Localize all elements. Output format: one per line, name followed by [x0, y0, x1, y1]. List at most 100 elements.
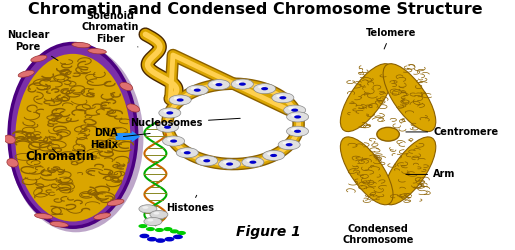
- Text: Chromatin: Chromatin: [25, 149, 94, 162]
- Ellipse shape: [18, 70, 35, 77]
- Circle shape: [163, 227, 173, 231]
- Circle shape: [140, 234, 149, 238]
- Circle shape: [143, 206, 148, 209]
- Ellipse shape: [9, 44, 136, 227]
- Ellipse shape: [340, 64, 393, 132]
- Circle shape: [270, 154, 277, 157]
- Circle shape: [150, 210, 168, 219]
- FancyArrowPatch shape: [116, 131, 140, 142]
- Circle shape: [284, 105, 306, 115]
- Circle shape: [239, 82, 246, 86]
- Circle shape: [174, 97, 181, 100]
- Ellipse shape: [94, 213, 110, 220]
- Text: Arm: Arm: [406, 170, 455, 179]
- Circle shape: [163, 136, 184, 146]
- Circle shape: [177, 231, 186, 235]
- Circle shape: [212, 82, 219, 85]
- Ellipse shape: [50, 222, 68, 227]
- Circle shape: [283, 142, 289, 145]
- Circle shape: [155, 228, 164, 232]
- Circle shape: [223, 161, 230, 164]
- Circle shape: [291, 128, 298, 131]
- Circle shape: [226, 162, 233, 166]
- Circle shape: [147, 237, 157, 242]
- Circle shape: [286, 126, 308, 136]
- Circle shape: [272, 93, 294, 103]
- Circle shape: [263, 150, 285, 160]
- Ellipse shape: [340, 137, 393, 205]
- Text: Nucleosomes: Nucleosomes: [131, 118, 240, 128]
- Circle shape: [176, 148, 198, 158]
- Circle shape: [249, 160, 256, 164]
- Circle shape: [253, 84, 276, 94]
- Circle shape: [287, 112, 308, 122]
- Circle shape: [184, 151, 191, 154]
- Circle shape: [279, 96, 286, 99]
- Text: Centromere: Centromere: [406, 127, 498, 137]
- Ellipse shape: [35, 213, 53, 219]
- Circle shape: [261, 87, 268, 90]
- Circle shape: [173, 234, 183, 239]
- Circle shape: [146, 227, 155, 231]
- Circle shape: [218, 159, 241, 169]
- Ellipse shape: [7, 158, 18, 167]
- Circle shape: [163, 110, 170, 113]
- Circle shape: [170, 229, 179, 234]
- Circle shape: [147, 219, 153, 222]
- Circle shape: [200, 158, 207, 161]
- Circle shape: [236, 81, 243, 84]
- Text: Figure 1: Figure 1: [236, 225, 300, 239]
- Text: Solenoid
Chromatin
Fiber: Solenoid Chromatin Fiber: [82, 11, 139, 47]
- Circle shape: [169, 95, 191, 105]
- Circle shape: [170, 140, 177, 143]
- Circle shape: [203, 159, 210, 162]
- Ellipse shape: [107, 199, 124, 206]
- Ellipse shape: [383, 137, 436, 205]
- Circle shape: [231, 79, 253, 89]
- Circle shape: [164, 126, 171, 129]
- Circle shape: [166, 111, 174, 114]
- Circle shape: [191, 87, 198, 90]
- Text: Histones: Histones: [166, 195, 214, 213]
- Circle shape: [286, 143, 293, 146]
- Ellipse shape: [120, 82, 132, 90]
- Circle shape: [196, 156, 218, 166]
- Circle shape: [164, 237, 175, 242]
- Circle shape: [294, 115, 301, 118]
- Ellipse shape: [72, 42, 91, 48]
- Ellipse shape: [31, 55, 47, 62]
- Circle shape: [194, 88, 201, 92]
- Text: Nuclear
Pore: Nuclear Pore: [7, 30, 58, 60]
- Circle shape: [153, 212, 160, 214]
- Circle shape: [167, 138, 174, 141]
- Ellipse shape: [8, 44, 143, 232]
- Circle shape: [177, 98, 184, 102]
- Circle shape: [186, 85, 208, 95]
- Ellipse shape: [127, 104, 140, 112]
- Circle shape: [291, 108, 298, 112]
- Ellipse shape: [377, 127, 399, 141]
- Circle shape: [181, 150, 188, 153]
- Circle shape: [294, 130, 301, 133]
- Circle shape: [278, 140, 300, 150]
- Circle shape: [277, 94, 283, 98]
- Circle shape: [258, 86, 265, 89]
- Ellipse shape: [15, 54, 130, 222]
- Text: Telomere: Telomere: [366, 28, 416, 49]
- Circle shape: [291, 114, 298, 117]
- Text: Condensed
Chromosome: Condensed Chromosome: [342, 224, 414, 246]
- Ellipse shape: [88, 48, 107, 54]
- Circle shape: [161, 124, 168, 127]
- Circle shape: [139, 205, 157, 213]
- Circle shape: [208, 80, 230, 90]
- Circle shape: [144, 217, 162, 226]
- Circle shape: [215, 83, 222, 86]
- Text: DNA
Helix: DNA Helix: [90, 128, 150, 150]
- Circle shape: [139, 224, 147, 228]
- Ellipse shape: [4, 135, 15, 144]
- Circle shape: [288, 107, 295, 110]
- Circle shape: [242, 157, 264, 167]
- Circle shape: [267, 152, 274, 156]
- Circle shape: [157, 122, 179, 132]
- Ellipse shape: [383, 64, 436, 132]
